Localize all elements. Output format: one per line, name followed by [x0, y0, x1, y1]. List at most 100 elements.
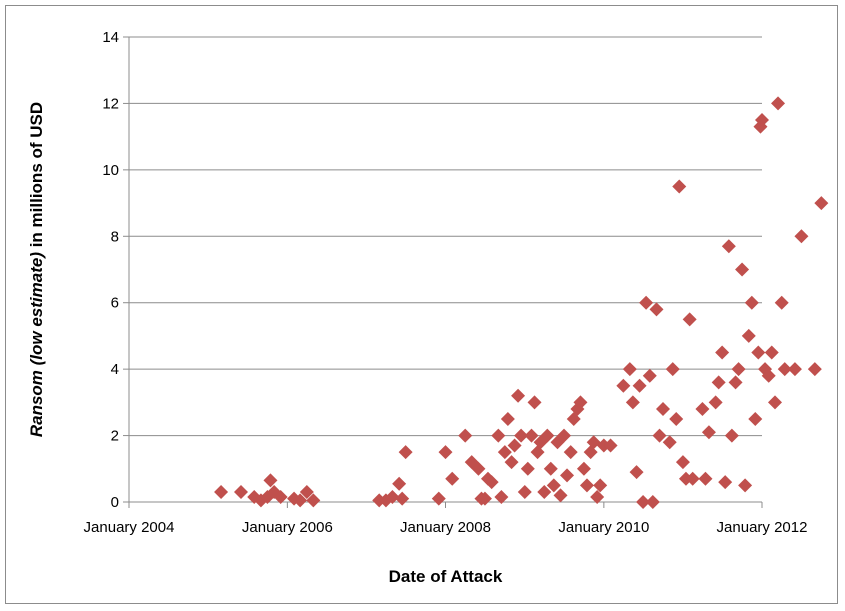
data-point: [514, 428, 529, 443]
data-point: [560, 468, 575, 483]
data-point: [556, 428, 571, 443]
data-point: [672, 179, 687, 194]
data-point: [761, 368, 776, 383]
data-point: [622, 362, 637, 377]
data-point: [385, 490, 400, 505]
data-point: [214, 485, 229, 500]
data-point: [807, 362, 822, 377]
data-point: [738, 478, 753, 493]
data-point: [247, 490, 262, 505]
data-point: [573, 395, 588, 410]
data-point: [715, 345, 730, 360]
x-tick-label: January 2010: [558, 519, 649, 536]
y-axis-title: Ransom (low estimate) in millions of USD: [27, 102, 46, 437]
data-point: [527, 395, 542, 410]
data-point: [652, 428, 667, 443]
data-point: [563, 445, 578, 460]
data-point: [698, 471, 713, 486]
data-point: [748, 411, 763, 426]
data-point: [497, 445, 512, 460]
data-point: [675, 455, 690, 470]
y-tick-labels: 0 2 4 6 8 10 12 14: [102, 29, 119, 511]
data-point: [273, 490, 288, 505]
data-point: [771, 96, 786, 111]
data-point: [764, 345, 779, 360]
data-point: [718, 475, 733, 490]
data-point: [494, 490, 509, 505]
data-point: [511, 388, 526, 403]
data-point: [395, 491, 410, 506]
data-point: [629, 465, 644, 480]
data-point: [724, 428, 739, 443]
data-point: [695, 402, 710, 416]
chart-frame: 0 2 4 6 8 10 12 14 January 2004 January 2006 Janu…: [5, 5, 838, 604]
data-point: [711, 375, 726, 390]
data-point: [458, 428, 473, 443]
data-point: [520, 461, 535, 476]
data-point: [669, 411, 684, 426]
y-tick-label: 2: [111, 428, 119, 445]
data-point: [546, 478, 561, 493]
data-point: [576, 461, 591, 476]
data-point: [491, 428, 506, 443]
data-point: [642, 368, 657, 383]
data-point: [662, 435, 677, 450]
data-point: [484, 475, 499, 490]
y-axis-title-rest: in millions of USD: [27, 102, 46, 252]
data-point: [504, 455, 519, 470]
data-point: [685, 471, 700, 486]
data-points: [214, 96, 829, 509]
data-point: [794, 229, 809, 244]
data-point: [392, 476, 407, 491]
data-point: [649, 302, 664, 317]
data-point: [665, 362, 680, 377]
data-point: [636, 495, 651, 509]
data-point: [471, 461, 486, 476]
y-axis-title-italic: Ransom (low estimate): [27, 252, 46, 437]
data-point: [735, 262, 750, 277]
data-point: [263, 473, 278, 488]
data-point: [293, 493, 308, 508]
data-point: [774, 295, 789, 310]
data-point: [767, 395, 782, 410]
data-point: [603, 438, 618, 453]
data-point: [625, 395, 640, 410]
x-axis-title: Date of Attack: [389, 567, 503, 586]
data-point: [814, 196, 829, 211]
data-point: [645, 495, 660, 509]
data-point: [721, 239, 736, 254]
y-tick-label: 6: [111, 295, 119, 312]
data-point: [553, 488, 568, 503]
data-point: [728, 375, 743, 390]
data-point: [590, 490, 605, 505]
data-point: [751, 345, 766, 360]
data-point: [474, 491, 489, 506]
data-point: [507, 438, 522, 453]
data-point: [543, 461, 558, 476]
gridlines: [123, 36, 763, 508]
data-point: [593, 478, 608, 493]
data-point: [787, 362, 802, 377]
data-point: [616, 378, 631, 393]
data-point: [445, 471, 460, 486]
data-point: [540, 428, 555, 443]
x-tick-label: January 2008: [400, 519, 491, 536]
data-point: [708, 395, 723, 410]
y-tick-label: 12: [102, 95, 119, 112]
y-tick-label: 10: [102, 162, 119, 179]
data-point: [517, 485, 532, 500]
y-tick-label: 0: [111, 494, 119, 511]
data-point: [639, 295, 654, 310]
data-point: [398, 445, 413, 460]
x-tick-label: January 2012: [717, 519, 808, 536]
data-point: [632, 378, 647, 393]
x-tick-label: January 2004: [84, 519, 175, 536]
data-point: [753, 119, 768, 134]
data-point: [524, 428, 539, 443]
data-point: [500, 411, 515, 426]
data-point: [253, 493, 268, 508]
data-point: [579, 478, 594, 493]
data-point: [777, 362, 792, 377]
y-tick-label: 8: [111, 228, 119, 245]
